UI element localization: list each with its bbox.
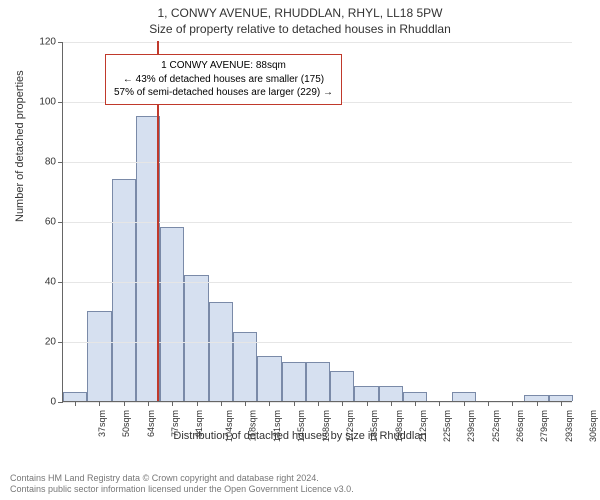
y-tick	[58, 42, 63, 43]
x-tick-label: 279sqm	[539, 410, 549, 442]
gridline	[63, 222, 572, 223]
chart-plot-area: 1 CONWY AVENUE: 88sqm← 43% of detached h…	[62, 42, 572, 402]
x-tick	[561, 401, 562, 406]
x-tick	[367, 401, 368, 406]
x-tick	[172, 401, 173, 406]
histogram-bar	[184, 275, 208, 401]
annotation-line2: ← 43% of detached houses are smaller (17…	[114, 73, 333, 87]
histogram-bar	[452, 392, 476, 401]
y-tick-label: 20	[0, 337, 56, 348]
x-tick-label: 185sqm	[369, 410, 379, 442]
x-tick	[269, 401, 270, 406]
x-tick-label: 91sqm	[194, 410, 204, 437]
x-tick	[99, 401, 100, 406]
gridline	[63, 342, 572, 343]
histogram-bar	[330, 371, 354, 401]
gridline	[63, 42, 572, 43]
x-tick	[512, 401, 513, 406]
x-tick-label: 306sqm	[588, 410, 598, 442]
histogram-bar	[306, 362, 330, 401]
footer-attribution: Contains HM Land Registry data © Crown c…	[10, 473, 590, 496]
y-tick	[58, 222, 63, 223]
y-tick-label: 60	[0, 217, 56, 228]
x-tick-label: 77sqm	[170, 410, 180, 437]
x-tick	[537, 401, 538, 406]
histogram-bar	[403, 392, 427, 401]
x-tick	[148, 401, 149, 406]
gridline	[63, 282, 572, 283]
histogram-bar	[379, 386, 403, 401]
x-tick	[75, 401, 76, 406]
y-tick	[58, 282, 63, 283]
x-tick-label: 225sqm	[442, 410, 452, 442]
x-tick-label: 64sqm	[146, 410, 156, 437]
annotation-callout: 1 CONWY AVENUE: 88sqm← 43% of detached h…	[105, 54, 342, 105]
histogram-bar	[209, 302, 233, 401]
y-tick	[58, 342, 63, 343]
x-tick	[124, 401, 125, 406]
histogram-bar	[112, 179, 136, 401]
x-tick-label: 50sqm	[121, 410, 131, 437]
histogram-bar	[354, 386, 378, 401]
x-tick-label: 104sqm	[224, 410, 234, 442]
x-tick	[488, 401, 489, 406]
x-tick-label: 145sqm	[296, 410, 306, 442]
y-tick-label: 100	[0, 97, 56, 108]
gridline	[63, 162, 572, 163]
x-tick	[294, 401, 295, 406]
x-tick-label: 252sqm	[491, 410, 501, 442]
histogram-bar	[87, 311, 111, 401]
x-tick-label: 212sqm	[418, 410, 428, 442]
x-tick	[464, 401, 465, 406]
y-tick	[58, 402, 63, 403]
x-tick	[391, 401, 392, 406]
x-tick-label: 37sqm	[97, 410, 107, 437]
x-tick-label: 131sqm	[272, 410, 282, 442]
y-tick-label: 80	[0, 157, 56, 168]
annotation-line1: 1 CONWY AVENUE: 88sqm	[114, 59, 333, 73]
x-tick	[415, 401, 416, 406]
x-tick-label: 198sqm	[394, 410, 404, 442]
x-tick	[318, 401, 319, 406]
histogram-bar	[63, 392, 87, 401]
x-tick-label: 158sqm	[321, 410, 331, 442]
x-tick-label: 266sqm	[515, 410, 525, 442]
x-tick	[245, 401, 246, 406]
x-tick-label: 239sqm	[466, 410, 476, 442]
x-tick	[221, 401, 222, 406]
page-title-line2: Size of property relative to detached ho…	[0, 20, 600, 36]
y-axis-label: Number of detached properties	[14, 70, 26, 222]
footer-line2: Contains public sector information licen…	[10, 484, 590, 496]
histogram-bar	[160, 227, 184, 401]
histogram-bar	[282, 362, 306, 401]
y-tick-label: 40	[0, 277, 56, 288]
y-tick	[58, 162, 63, 163]
x-tick-label: 118sqm	[247, 410, 257, 441]
histogram-bar	[257, 356, 281, 401]
y-tick-label: 0	[0, 397, 56, 408]
x-tick-label: 172sqm	[345, 410, 355, 442]
footer-line1: Contains HM Land Registry data © Crown c…	[10, 473, 590, 485]
annotation-line3: 57% of semi-detached houses are larger (…	[114, 86, 333, 100]
x-tick-label: 293sqm	[564, 410, 574, 442]
x-tick	[439, 401, 440, 406]
y-tick-label: 120	[0, 37, 56, 48]
x-tick	[342, 401, 343, 406]
page-title-line1: 1, CONWY AVENUE, RHUDDLAN, RHYL, LL18 5P…	[0, 0, 600, 20]
y-tick	[58, 102, 63, 103]
x-tick	[197, 401, 198, 406]
